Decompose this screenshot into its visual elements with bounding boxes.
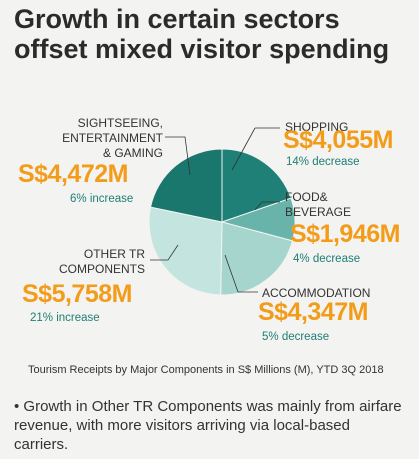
value-label: S$4,472M: [18, 160, 128, 188]
leader-lines: [150, 127, 280, 293]
leader-line: [150, 244, 179, 261]
leader-line: [224, 254, 239, 293]
change-label: 5% decrease: [262, 331, 330, 343]
change-label: 4% decrease: [293, 253, 361, 265]
category-label: FOOD& BEVERAGE: [285, 190, 352, 219]
category-label: SHOPPING: [285, 120, 349, 134]
value-label: S$4,055M: [283, 126, 393, 154]
value-label: S$4,347M: [258, 298, 368, 326]
leader-line: [231, 127, 256, 171]
category-label: ACCOMMODATION: [262, 286, 371, 300]
leader-line: [254, 201, 263, 211]
chart-caption: Tourism Receipts by Major Components in …: [28, 364, 384, 376]
pie: [148, 148, 296, 296]
value-label: S$5,758M: [22, 280, 132, 308]
pie-slice: [149, 148, 223, 223]
change-label: 14% decrease: [286, 156, 360, 168]
change-label: 21% increase: [30, 312, 100, 324]
leader-line: [165, 136, 191, 176]
category-label: SIGHTSEEING, ENTERTAINMENT & GAMING: [62, 116, 163, 160]
change-label: 6% increase: [70, 193, 134, 205]
pie-slice: [220, 221, 294, 296]
chart-title: Growth in certain sectors offset mixed v…: [14, 4, 390, 64]
pie-slice: [148, 206, 223, 296]
category-label: OTHER TR COMPONENTS: [58, 247, 145, 276]
note: • Growth in Other TR Components was main…: [14, 398, 402, 453]
value-label: S$1,946M: [290, 220, 400, 248]
